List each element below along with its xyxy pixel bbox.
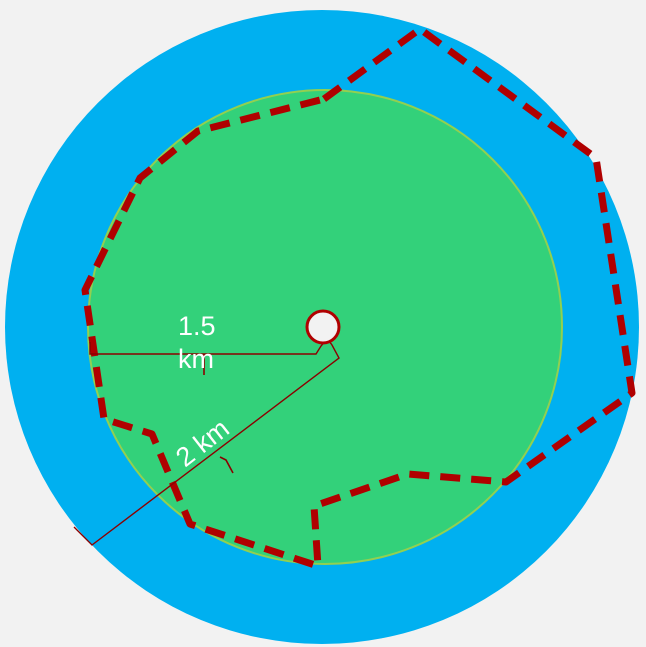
- dashed-boundary-line: [81, 25, 636, 570]
- inner-radius-value-label: 1.5: [178, 311, 216, 341]
- inner-radius-unit-label: km: [178, 344, 214, 374]
- center-point-marker: [305, 309, 341, 345]
- outer-radius-tick: [219, 456, 234, 474]
